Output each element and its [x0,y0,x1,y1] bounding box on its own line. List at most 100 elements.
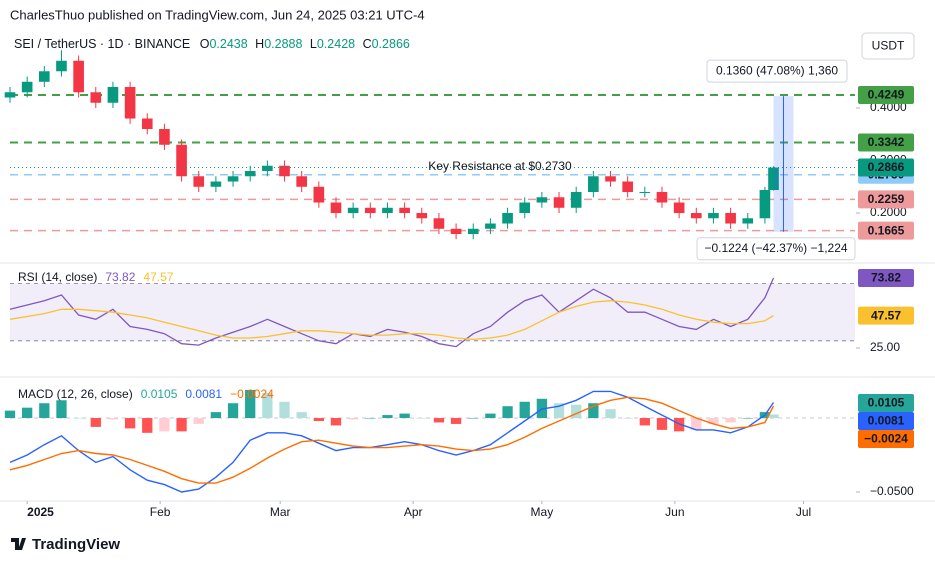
candle-body [759,190,771,219]
histogram-value-box [858,430,914,448]
histogram-value-label: −0.0024 [864,432,908,446]
candle-body [502,213,513,224]
ohlc-value: 0.2888 [264,37,302,51]
candle-body [467,228,479,235]
ohlc-key: H [255,37,264,51]
level: 0.3342 [858,133,914,152]
legend-value: −0.0024 [230,387,274,401]
candle-body [90,92,102,103]
candle-body [622,181,633,193]
candle-body [673,202,685,214]
rsi-value: 47.57 [858,306,914,325]
logo-icon [11,538,26,550]
candle-body [4,92,16,98]
histogram-bar [519,401,530,419]
rsi-band [10,283,855,341]
macd-value-box [858,394,914,412]
rsi-line [9,277,775,348]
last-price: 0.2866 [858,158,914,177]
histogram-bar [159,418,170,432]
y-tick-label: −0.0500 [870,484,914,498]
measure-down-label: −0.1224 (−42.37%) −1,224 [704,241,847,255]
level: 0.4249 [858,85,914,104]
candle-body [227,176,239,182]
histogram-bar [399,413,410,419]
logo: TradingView [11,536,120,553]
histogram-bar [210,412,222,419]
level-box [858,221,914,240]
candle-body [690,213,702,219]
histogram-bar [227,403,239,419]
candle-body [38,71,50,82]
candle-body [519,202,531,214]
signal-value: 0.0081 [858,412,914,430]
candle-body [725,213,736,224]
macd-line [9,390,775,493]
candle-body [313,186,325,203]
histogram-bar [502,406,513,419]
histogram-bar [176,418,187,432]
ohlc-value: 0.2438 [209,37,247,51]
legend-value: 73.82 [105,270,135,284]
y-tick-label: 25.00 [870,340,900,354]
histogram-bar [90,418,101,427]
candle-body [768,167,779,191]
histogram-bar [468,418,479,419]
candle-body [262,165,273,172]
histogram-bar [605,409,616,419]
currency[interactable]: USDT [872,39,905,53]
rsi-value-box [858,306,914,325]
level-box [858,85,914,104]
candle-body [450,228,462,235]
candle-body [742,218,754,224]
ohlc-value: 0.2428 [317,37,355,51]
candle-body [330,202,342,214]
histogram-bar [450,418,462,424]
level-label: 0.2259 [868,192,905,206]
level-box [858,190,914,209]
candle-body [570,192,582,208]
candle-body [708,213,719,219]
histogram-bar [742,418,753,419]
candle-body [193,176,205,187]
legend-value: 47.57 [143,270,173,284]
histogram-bar [365,418,376,419]
macd-value: 0.0105 [858,394,914,412]
last-price-label: 0.2866 [868,160,905,174]
candle-body [382,207,393,214]
rsi-value-label: 47.57 [871,308,901,322]
candle-body [605,176,616,182]
candle-body [21,81,33,93]
candle-body [56,60,67,72]
histogram-bar [124,418,136,429]
histogram-bar [725,418,736,423]
legend-title: MACD (12, 26, close) [18,387,133,401]
macd-value-label: 0.0105 [868,396,905,410]
histogram-bar [245,389,256,419]
ohlc-value: 0.2866 [372,37,410,51]
currency-button[interactable] [861,32,915,60]
candle-body [553,197,565,208]
histogram-bar [708,418,719,424]
x-tick-label: Feb [150,505,171,519]
measure-up-box [706,59,848,83]
candle-body [347,207,359,214]
candle-body [141,118,153,130]
last-price-box [858,158,914,177]
histogram-bar [56,400,67,419]
measure-up-label: 0.1360 (47.08%) 1,360 [716,63,838,77]
histogram-bar [107,418,119,420]
histogram-bar [262,392,273,419]
candle-body [588,176,599,193]
candle-body [210,181,222,187]
level-label: 0.3342 [868,135,905,149]
histogram-bar [73,418,84,419]
level: 0.2259 [858,190,914,209]
histogram-bar [296,412,307,419]
legend-value: 0.0105 [141,387,178,401]
candle-body [433,218,445,229]
candle-body [73,60,84,93]
y-tick-label: 0.2000 [870,205,907,219]
candle-body [124,87,136,119]
